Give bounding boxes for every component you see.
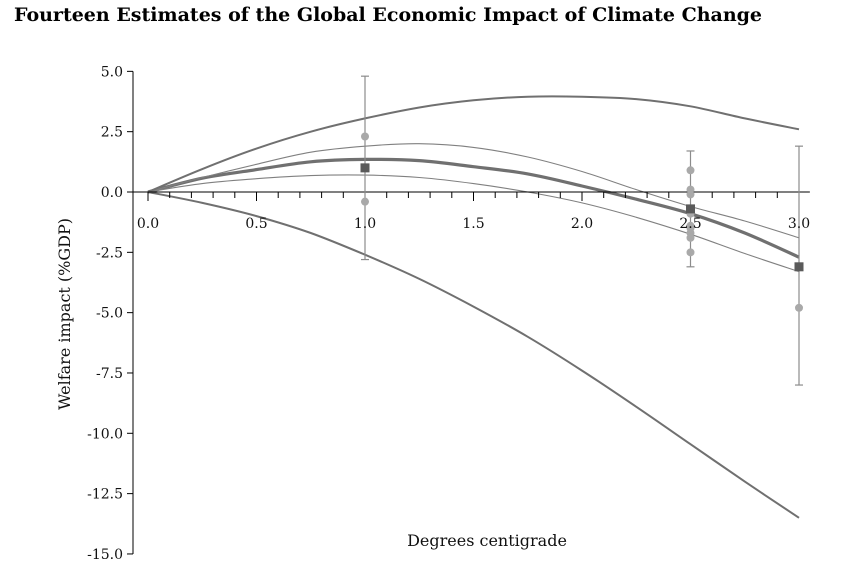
estimate-point <box>686 248 695 257</box>
estimate-point <box>686 166 695 175</box>
estimate-point <box>686 233 695 242</box>
tick-labels-layer: 5.0 2.5 0.0 -2.5 -5.0 -7.5 -10.0 -12.5 -15.0 0.0 0… <box>87 64 810 563</box>
x-tick-label: 2.5 <box>679 216 701 232</box>
y-tick-label: -12.5 <box>87 487 123 503</box>
y-tick-label: -15.0 <box>87 547 123 563</box>
y-tick-label: -2.5 <box>96 245 123 261</box>
y-tick-label: -5.0 <box>96 306 123 322</box>
curves-layer <box>147 95 800 519</box>
estimate-point <box>795 303 803 312</box>
chart-title: Fourteen Estimates of the Global Economi… <box>14 4 763 26</box>
x-tick-label: 3.0 <box>788 216 810 232</box>
y-tick-label: -7.5 <box>96 366 123 382</box>
mean-marker <box>686 204 695 214</box>
x-tick-label: 0.0 <box>137 216 159 232</box>
estimate-point <box>686 190 695 199</box>
curve-outer-lower <box>147 191 800 519</box>
y-axis-title: Welfare impact (%GDP) <box>55 218 74 410</box>
y-tick-label: 5.0 <box>101 64 123 80</box>
curve-outer-upper <box>147 95 800 193</box>
x-axis-title: Degrees centigrade <box>407 531 567 550</box>
x-tick-label: 0.5 <box>245 216 267 232</box>
x-tick-label: 1.0 <box>354 216 376 232</box>
axes-layer <box>127 70 810 555</box>
mean-marker <box>794 262 804 272</box>
points-layer <box>360 132 804 312</box>
mean-marker <box>360 163 370 173</box>
estimate-point <box>361 132 369 141</box>
y-tick-label: 0.0 <box>101 185 123 201</box>
y-tick-label: 2.5 <box>101 125 123 141</box>
curve-best-fit <box>147 157 800 259</box>
y-tick-label: -10.0 <box>87 426 123 442</box>
estimate-point <box>361 197 369 206</box>
x-tick-label: 2.0 <box>571 216 593 232</box>
x-tick-label: 1.5 <box>462 216 484 232</box>
